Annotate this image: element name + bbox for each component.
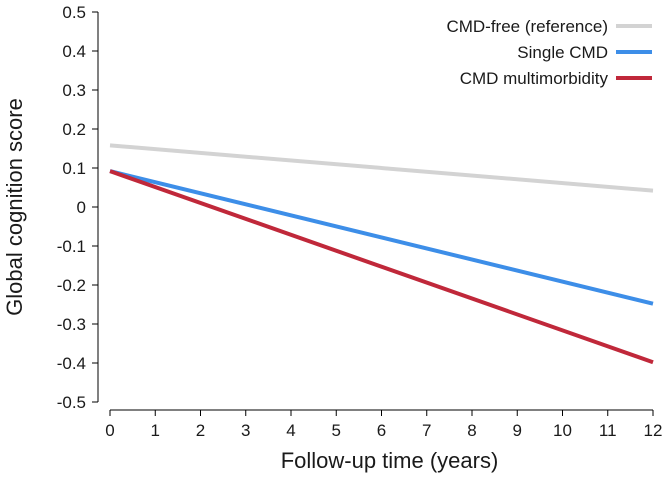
x-axis-title: Follow-up time (years) xyxy=(281,448,499,473)
series-lines xyxy=(109,143,654,365)
x-tick-label: 5 xyxy=(332,421,341,440)
series-line-2 xyxy=(109,169,654,306)
x-tick-label: 10 xyxy=(553,421,572,440)
x-axis-ticks: 0 1 2 3 4 5 6 7 8 9 10 11 12 xyxy=(105,410,662,440)
legend-label: Single CMD xyxy=(517,43,608,62)
x-tick-label: 1 xyxy=(151,421,160,440)
y-tick-label: -0.1 xyxy=(57,237,86,256)
x-tick-label: 6 xyxy=(377,421,386,440)
x-tick-label: 4 xyxy=(286,421,295,440)
y-tick-label: -0.4 xyxy=(57,354,86,373)
x-tick-label: 0 xyxy=(105,421,114,440)
x-tick-label: 8 xyxy=(467,421,476,440)
y-tick-label: -0.5 xyxy=(57,393,86,412)
legend: CMD-free (reference) Single CMD CMD multim… xyxy=(446,17,652,88)
y-tick-label: 0.2 xyxy=(62,120,86,139)
y-tick-label: 0 xyxy=(77,198,86,217)
y-tick-label: 0.1 xyxy=(62,159,86,178)
legend-label: CMD-free (reference) xyxy=(446,17,608,36)
series-line-3 xyxy=(109,169,654,365)
y-tick-label: -0.3 xyxy=(57,315,86,334)
y-tick-label: 0.3 xyxy=(62,81,86,100)
x-tick-label: 12 xyxy=(644,421,663,440)
x-tick-label: 3 xyxy=(241,421,250,440)
x-tick-label: 9 xyxy=(513,421,522,440)
legend-label: CMD multimorbidity xyxy=(460,69,609,88)
y-axis-title: Global cognition score xyxy=(2,98,27,316)
y-tick-label: 0.4 xyxy=(62,42,86,61)
y-axis-ticks: 0.5 0.4 0.3 0.2 0.1 0 -0.1 -0.2 -0.3 -0.4 -0.5 xyxy=(57,3,98,412)
series-line-1 xyxy=(109,143,654,193)
x-tick-label: 7 xyxy=(422,421,431,440)
y-tick-label: -0.2 xyxy=(57,276,86,295)
x-tick-label: 11 xyxy=(599,421,617,440)
y-tick-label: 0.5 xyxy=(62,3,86,22)
x-tick-label: 2 xyxy=(196,421,205,440)
